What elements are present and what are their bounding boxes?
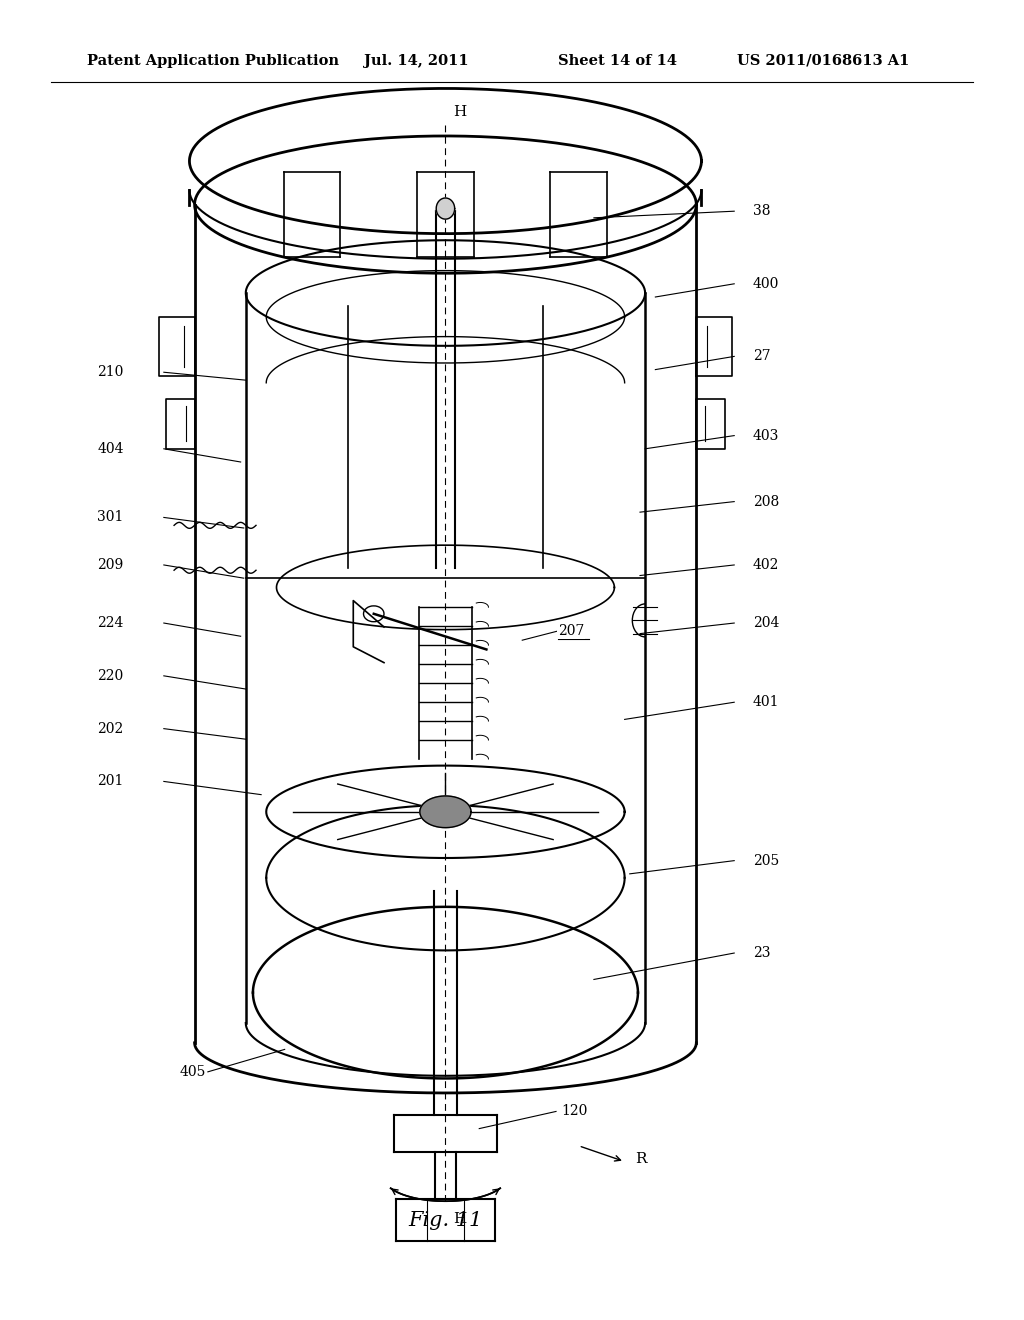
Text: 120: 120 xyxy=(561,1105,588,1118)
Text: Jul. 14, 2011: Jul. 14, 2011 xyxy=(364,54,468,67)
Text: 201: 201 xyxy=(97,775,124,788)
Text: 209: 209 xyxy=(97,558,124,572)
Text: 23: 23 xyxy=(753,946,770,960)
Text: R: R xyxy=(635,1152,646,1166)
Text: 403: 403 xyxy=(753,429,779,442)
Text: 301: 301 xyxy=(97,511,124,524)
Text: 404: 404 xyxy=(97,442,124,455)
Polygon shape xyxy=(436,198,455,219)
Text: 202: 202 xyxy=(97,722,124,735)
Text: 224: 224 xyxy=(97,616,124,630)
Text: H: H xyxy=(454,104,467,119)
Text: Fig. 11: Fig. 11 xyxy=(409,1212,482,1230)
Polygon shape xyxy=(420,796,471,828)
Text: H: H xyxy=(454,1212,467,1226)
Text: 208: 208 xyxy=(753,495,779,508)
Text: 205: 205 xyxy=(753,854,779,867)
Text: Sheet 14 of 14: Sheet 14 of 14 xyxy=(558,54,677,67)
Text: 220: 220 xyxy=(97,669,124,682)
Text: 400: 400 xyxy=(753,277,779,290)
Text: US 2011/0168613 A1: US 2011/0168613 A1 xyxy=(737,54,909,67)
Text: 401: 401 xyxy=(753,696,779,709)
Text: 402: 402 xyxy=(753,558,779,572)
Text: 27: 27 xyxy=(753,350,770,363)
Text: 204: 204 xyxy=(753,616,779,630)
Text: 405: 405 xyxy=(179,1065,206,1078)
Text: Patent Application Publication: Patent Application Publication xyxy=(87,54,339,67)
Text: 38: 38 xyxy=(753,205,770,218)
Text: 207: 207 xyxy=(558,624,585,638)
Text: 210: 210 xyxy=(97,366,124,379)
